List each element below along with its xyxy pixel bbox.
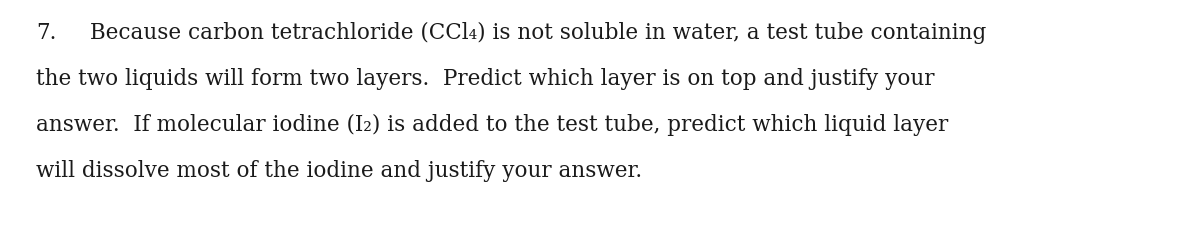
Text: Because carbon tetrachloride (CCl₄) is not soluble in water, a test tube contain: Because carbon tetrachloride (CCl₄) is n… bbox=[90, 22, 986, 44]
Text: will dissolve most of the iodine and justify your answer.: will dissolve most of the iodine and jus… bbox=[36, 160, 642, 182]
Text: answer.  If molecular iodine (I₂) is added to the test tube, predict which liqui: answer. If molecular iodine (I₂) is adde… bbox=[36, 114, 948, 136]
Text: 7.: 7. bbox=[36, 22, 56, 44]
Text: the two liquids will form two layers.  Predict which layer is on top and justify: the two liquids will form two layers. Pr… bbox=[36, 68, 935, 90]
